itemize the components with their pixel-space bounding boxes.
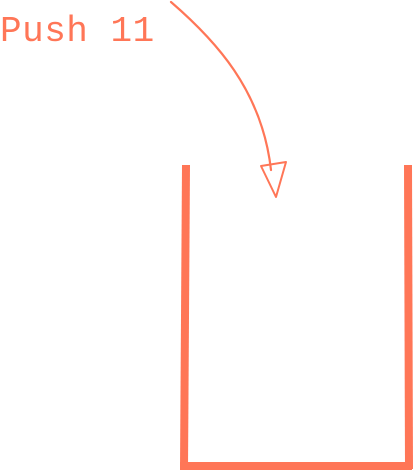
operation-label: Push 11 <box>0 11 155 52</box>
curved-arrow-down-icon <box>169 0 287 198</box>
stack-left-wall <box>180 164 190 470</box>
stack-right-wall <box>404 164 413 470</box>
arrow-head <box>260 161 287 198</box>
arrow-shaft <box>169 0 273 172</box>
stack-container <box>180 164 413 470</box>
